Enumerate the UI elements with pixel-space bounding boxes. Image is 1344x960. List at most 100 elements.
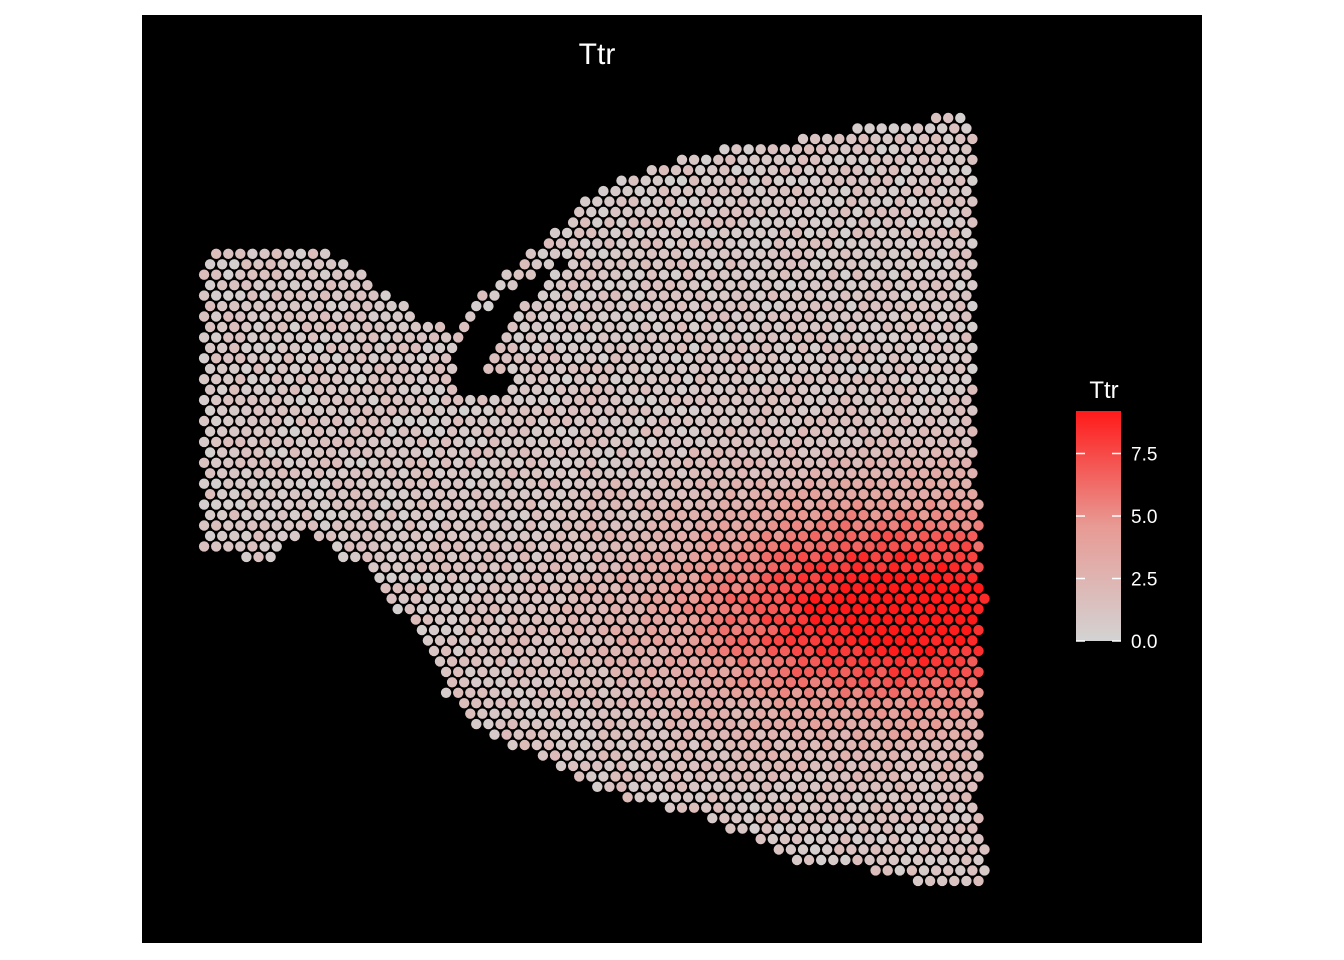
spot-point [567,530,579,542]
spot-point [816,833,827,845]
spot-point [616,509,627,521]
spot-point [459,426,470,437]
spot-point [713,217,724,228]
spot-point [380,457,391,468]
spot-point [453,624,464,636]
spot-point [864,436,875,448]
spot-point [549,624,561,636]
spot-point [924,353,936,364]
spot-point [912,687,924,698]
spot-point [888,206,899,218]
spot-point [688,593,700,604]
spot-point [350,280,361,291]
spot-point [325,321,337,333]
spot-point [247,478,258,489]
spot-point [725,259,736,270]
spot-point [822,698,833,709]
spot-point [507,405,518,416]
spot-point [949,624,960,636]
spot-point [465,394,476,406]
spot-point [949,854,960,866]
spot-point [567,238,579,249]
spot-point [864,813,875,824]
spot-point [628,614,639,625]
spot-point [616,718,627,730]
spot-point [888,813,899,824]
spot-point [525,624,536,636]
spot-point [598,185,609,197]
spot-point [580,614,591,625]
spot-point [374,384,385,395]
spot-point [198,436,210,448]
spot-point [900,165,912,176]
spot-point [791,603,803,615]
spot-point [586,583,597,594]
spot-point [501,624,512,636]
spot-point [664,760,676,772]
spot-point [918,760,930,772]
spot-point [598,332,609,343]
spot-point [616,196,627,207]
spot-point [271,311,282,322]
spot-point [828,332,839,343]
spot-point [434,426,446,437]
spot-point [791,499,803,510]
spot-point [446,677,458,688]
spot-point [428,645,440,657]
spot-point [761,363,772,374]
spot-point [943,405,954,416]
spot-point [688,321,700,333]
spot-point [658,290,670,301]
spot-point [731,603,742,615]
spot-point [791,708,803,719]
spot-point [634,520,645,531]
spot-point [803,165,815,176]
spot-point [906,342,918,354]
spot-point [761,635,772,646]
spot-point [350,530,361,542]
spot-point [622,478,633,489]
spot-point [634,687,645,698]
spot-point [489,353,500,364]
spot-point [858,489,869,500]
spot-point [604,698,615,709]
spot-point [858,238,869,249]
spot-point [658,185,670,197]
spot-point [604,238,615,249]
spot-point [592,781,603,792]
spot-point [465,645,476,657]
spot-point [592,405,603,416]
spot-point [846,426,857,437]
spot-point [640,760,651,772]
spot-point [894,572,905,583]
spot-point [767,499,778,510]
spot-point [344,415,355,427]
spot-point [943,739,954,751]
spot-point [870,656,881,667]
spot-point [834,698,845,709]
spot-point [949,457,960,468]
spot-point [943,718,954,730]
spot-point [217,489,228,500]
spot-point [943,760,954,772]
spot-point [773,802,784,813]
spot-point [477,478,488,489]
spot-point [785,154,797,165]
spot-point [537,729,549,740]
spot-point [725,342,736,354]
spot-point [465,562,476,573]
spot-point [229,468,240,479]
spot-point [755,833,766,845]
spot-point [204,280,216,291]
spot-point [519,677,530,688]
spot-point [682,603,694,615]
spot-point [882,259,893,270]
spot-point [319,353,331,364]
spot-point [755,624,766,636]
spot-point [888,394,899,406]
spot-point [961,729,972,740]
spot-point [767,833,778,845]
colorbar-tick-label: 2.5 [1131,570,1157,591]
spot-point [592,635,603,646]
spot-point [888,269,899,280]
